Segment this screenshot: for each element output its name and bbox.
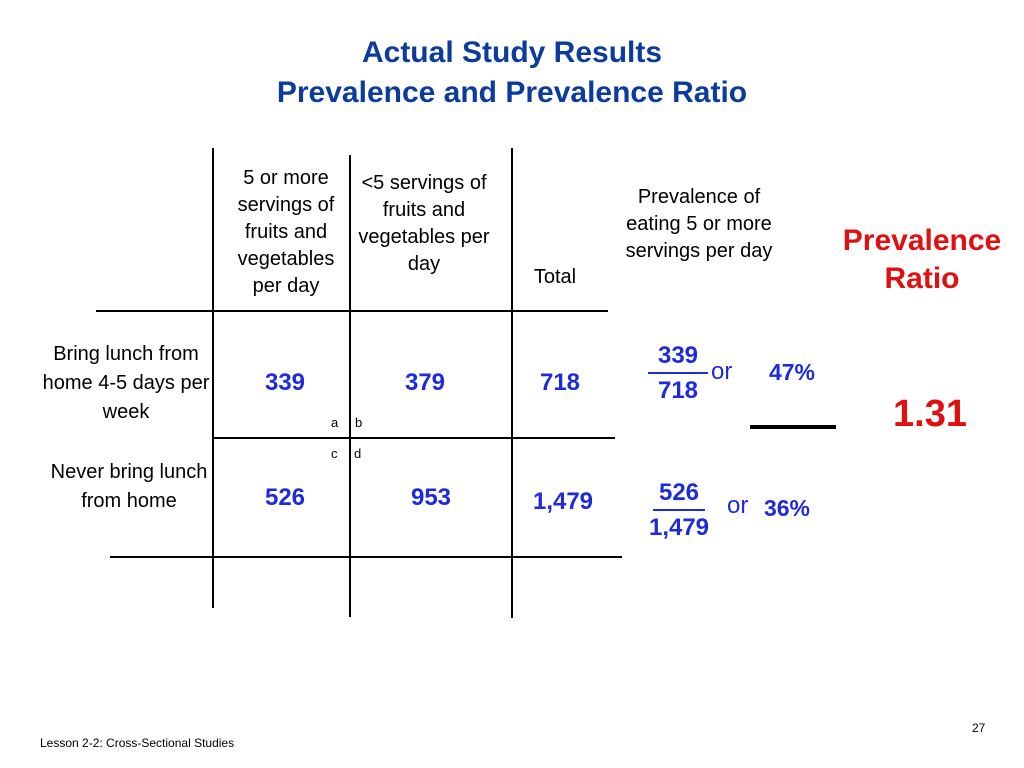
cell-letter-c: c [331,446,338,461]
prevalence-header: Prevalence of eating 5 or more servings … [625,186,773,262]
cell-letter-b: b [355,415,363,430]
prevalence-row1-numerator: 339 [648,340,708,374]
grid-line-v3 [511,148,513,618]
prevalence-row2-numerator: 526 [653,477,705,511]
footer-lesson: Lesson 2-2: Cross-Sectional Studies [40,736,235,750]
row1-total-value: 718 [539,369,581,396]
ratio-label: Prevalence Ratio [820,222,1024,298]
page-number: 27 [972,721,986,735]
slide-title-line1: Actual Study Results [361,36,663,69]
ratio-label-line1: Prevalence [842,224,1002,257]
col-header-less-than-5: <5 servings of fruits and vegetables per… [358,172,490,275]
col-header-total: Total [533,266,577,288]
row-label-never-bring: Never bring lunch from home [50,461,208,512]
prevalence-fraction-row2: 526 1,479 [640,477,718,543]
row2-total-value: 1,479 [532,488,594,515]
slide-title-line2: Prevalence and Prevalence Ratio [276,76,748,109]
prevalence-row2-denominator: 1,479 [648,514,710,541]
row-label-bring-lunch: Bring lunch from home 4-5 days per week [42,343,210,423]
ratio-label-line2: Ratio [884,262,960,295]
cell-b-value: 379 [404,369,446,396]
grid-line-v2 [349,155,351,617]
cell-letter-a: a [331,415,339,430]
prevalence-row2-percent: 36% [763,495,811,521]
prevalence-row1-or: or [711,358,733,385]
col-header-5-or-more: 5 or more servings of fruits and vegetab… [237,167,335,297]
ratio-division-line [750,425,836,429]
ratio-value: 1.31 [893,393,967,435]
cell-c-value: 526 [264,484,306,511]
cell-letter-d: d [354,446,362,461]
prevalence-row1-denominator: 718 [657,377,699,404]
prevalence-fraction-row1: 339 718 [648,340,708,406]
cell-d-value: 953 [410,484,452,511]
grid-line-h3 [110,556,622,558]
grid-line-h1 [96,310,608,312]
cell-a-value: 339 [264,369,306,396]
grid-line-v1 [212,148,214,608]
prevalence-row2-or: or [727,492,749,519]
grid-line-h2 [212,437,615,439]
prevalence-row1-percent: 47% [768,359,816,385]
